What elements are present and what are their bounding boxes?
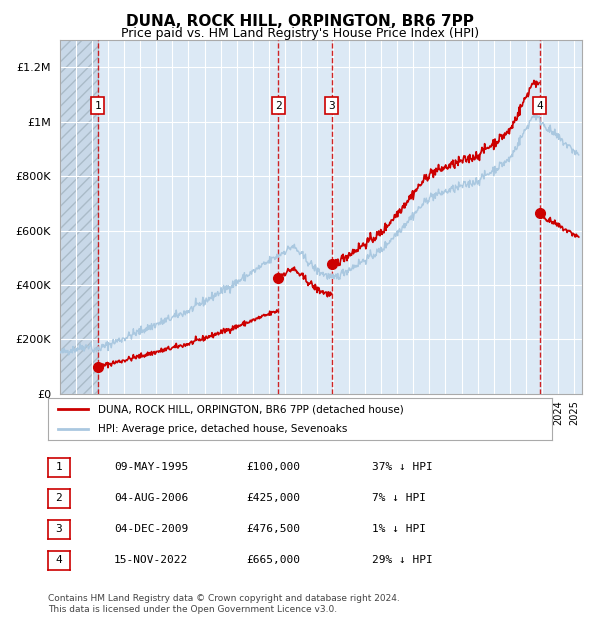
Text: 2: 2 bbox=[275, 100, 281, 110]
Text: 04-AUG-2006: 04-AUG-2006 bbox=[114, 494, 188, 503]
Text: 3: 3 bbox=[328, 100, 335, 110]
Text: 4: 4 bbox=[55, 556, 62, 565]
Text: 4: 4 bbox=[536, 100, 543, 110]
Text: £476,500: £476,500 bbox=[246, 525, 300, 534]
Text: £100,000: £100,000 bbox=[246, 463, 300, 472]
Text: 09-MAY-1995: 09-MAY-1995 bbox=[114, 463, 188, 472]
Text: £425,000: £425,000 bbox=[246, 494, 300, 503]
Text: 04-DEC-2009: 04-DEC-2009 bbox=[114, 525, 188, 534]
Text: DUNA, ROCK HILL, ORPINGTON, BR6 7PP (detached house): DUNA, ROCK HILL, ORPINGTON, BR6 7PP (det… bbox=[98, 404, 404, 414]
Text: 1% ↓ HPI: 1% ↓ HPI bbox=[372, 525, 426, 534]
Text: Contains HM Land Registry data © Crown copyright and database right 2024.
This d: Contains HM Land Registry data © Crown c… bbox=[48, 595, 400, 614]
Text: 1: 1 bbox=[55, 463, 62, 472]
Text: HPI: Average price, detached house, Sevenoaks: HPI: Average price, detached house, Seve… bbox=[98, 424, 348, 434]
Text: 3: 3 bbox=[55, 525, 62, 534]
Text: 15-NOV-2022: 15-NOV-2022 bbox=[114, 556, 188, 565]
Text: 1: 1 bbox=[94, 100, 101, 110]
Text: 2: 2 bbox=[55, 494, 62, 503]
Text: 29% ↓ HPI: 29% ↓ HPI bbox=[372, 556, 433, 565]
Text: £665,000: £665,000 bbox=[246, 556, 300, 565]
Text: 7% ↓ HPI: 7% ↓ HPI bbox=[372, 494, 426, 503]
Text: 37% ↓ HPI: 37% ↓ HPI bbox=[372, 463, 433, 472]
Text: Price paid vs. HM Land Registry's House Price Index (HPI): Price paid vs. HM Land Registry's House … bbox=[121, 27, 479, 40]
Text: DUNA, ROCK HILL, ORPINGTON, BR6 7PP: DUNA, ROCK HILL, ORPINGTON, BR6 7PP bbox=[126, 14, 474, 29]
Bar bbox=[60, 40, 98, 394]
